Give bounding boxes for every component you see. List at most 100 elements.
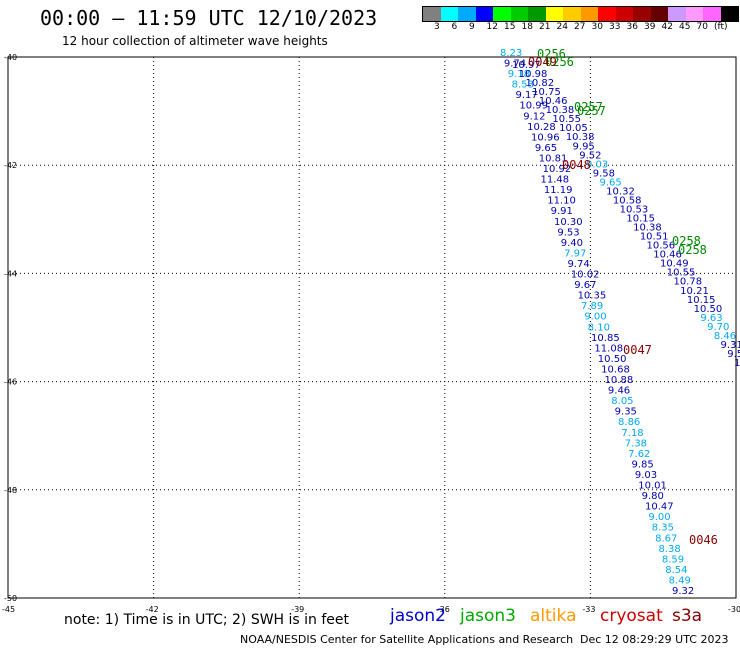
wave-height-value: 10.46	[653, 250, 682, 261]
wave-height-value: 10.56	[647, 241, 676, 252]
wave-height-value: 9.00	[648, 512, 670, 523]
wave-height-value: 8.59	[662, 554, 684, 565]
wave-height-value: 9.40	[561, 238, 583, 249]
wave-height-value: 9.35	[615, 407, 637, 418]
legend-swatch	[493, 7, 511, 21]
wave-height-value: 11.08	[594, 343, 623, 354]
page-title: 00:00 – 11:59 UTC 12/10/2023	[40, 6, 378, 30]
wave-height-value: 9.67	[574, 280, 596, 291]
wave-height-value: 10.46	[539, 96, 568, 107]
wave-height-value: 10.81	[539, 153, 568, 164]
pass-time-label: 0256	[545, 55, 574, 69]
legend-label: 12	[486, 22, 498, 32]
wave-height-value: 10.15	[626, 214, 655, 225]
pass-time-label: 0258	[672, 234, 701, 248]
legend-swatch	[475, 7, 493, 21]
wave-height-value: 8.38	[659, 544, 681, 555]
wave-height-value: 7.18	[621, 428, 643, 439]
legend-label: 39	[644, 22, 656, 32]
wave-height-value: 10.78	[673, 277, 702, 288]
wave-height-value: 10.96	[531, 132, 560, 143]
wave-height-value: 9.53	[727, 349, 740, 360]
lon-tick-label: -33	[582, 605, 595, 614]
pass-time-label: 0048	[562, 158, 591, 172]
wave-height-value: 9.74	[504, 59, 526, 70]
wave-height-value: 8.10	[588, 322, 610, 333]
legend-swatch	[528, 7, 546, 21]
pass-time-label: 0257	[577, 104, 606, 118]
wave-height-value: 10.15	[687, 295, 716, 306]
wave-height-value: 9.53	[557, 227, 579, 238]
satellite-s3a-label: s3a	[672, 606, 703, 626]
wave-height-value: 10.98	[519, 69, 548, 80]
wave-height-value: 10.35	[578, 291, 607, 302]
wave-height-value: 9.85	[632, 459, 654, 470]
wave-height-value: 10.99	[519, 101, 548, 112]
wave-height-value: 10.01	[638, 481, 667, 492]
legend-label: 70	[696, 22, 708, 32]
legend-swatch	[598, 7, 616, 21]
legend-label: 24	[556, 22, 568, 32]
wave-height-value: 10.55	[552, 114, 581, 125]
legend-swatch	[633, 7, 651, 21]
wave-height-value: 9.52	[579, 150, 601, 161]
wave-height-value: 11.10	[547, 196, 576, 207]
wave-height-value: 9.03	[586, 159, 608, 170]
legend-swatch	[545, 7, 563, 21]
wave-height-value: 10.58	[613, 195, 642, 206]
lon-tick-label: -42	[146, 605, 159, 614]
wave-height-value: 9.80	[642, 491, 664, 502]
legend-label: 42	[661, 22, 673, 32]
wave-height-value: 9.65	[535, 143, 557, 154]
wave-height-value: 8.67	[655, 533, 677, 544]
satellite-altika-label: altika	[530, 606, 577, 626]
pass-time-label: 0258	[678, 243, 707, 257]
legend-label: 9	[469, 22, 475, 32]
wave-height-value: 8.54	[665, 565, 687, 576]
legend-swatch	[703, 7, 721, 21]
legend-swatch	[440, 7, 458, 21]
lon-tick-label: -30	[728, 605, 740, 614]
lon-tick-label: -39	[291, 605, 304, 614]
wave-height-value: 10.85	[591, 333, 620, 344]
wave-height-value: 11.48	[540, 175, 569, 186]
wave-height-value: 8.05	[611, 396, 633, 407]
wave-height-value: 9.32	[672, 586, 694, 597]
satellite-jason3-label: jason3	[460, 606, 516, 626]
legend-label: 21	[539, 22, 551, 32]
wave-height-value: 9.65	[599, 177, 621, 188]
wave-height-value: 10.53	[620, 204, 649, 215]
legend-label: 36	[626, 22, 638, 32]
wave-height-value: 9.12	[523, 111, 545, 122]
wave-height-value: 10.68	[601, 364, 630, 375]
lat-tick-label: -50	[4, 594, 17, 603]
wave-height-value: 9.70	[707, 322, 729, 333]
wave-height-value: 8.35	[652, 523, 674, 534]
wave-height-value: 9.17	[515, 90, 537, 101]
legend-label: 45	[679, 22, 691, 32]
footer-note: note: 1) Time is in UTC; 2) SWH is in fe…	[64, 612, 350, 628]
wave-height-value: 10.49	[660, 259, 689, 270]
legend-swatch	[685, 7, 703, 21]
wave-height-value: 10.30	[554, 217, 583, 228]
wave-height-value: 10.88	[605, 375, 634, 386]
satellite-cryosat-label: cryosat	[600, 606, 663, 626]
legend-label: 30	[591, 22, 603, 32]
legend-swatch	[423, 7, 441, 21]
legend-label: 6	[451, 22, 458, 32]
wave-height-value: 9.58	[593, 168, 615, 179]
lon-tick-label: -45	[2, 605, 15, 614]
wave-height-value: 8.46	[714, 331, 736, 342]
wave-height-value: 10.75	[532, 87, 561, 98]
wave-height-value: 10	[734, 358, 740, 369]
wave-height-value: 10.97	[512, 60, 541, 71]
lat-tick-label: -44	[4, 269, 17, 278]
wave-height-value: 10.92	[543, 164, 572, 175]
legend-label: 27	[574, 22, 586, 32]
wave-height-value: 9.00	[584, 312, 606, 323]
wave-height-value: 10.38	[633, 223, 662, 234]
wave-height-value: 10.50	[598, 354, 627, 365]
color-scale-legend	[422, 6, 739, 22]
wave-height-value: 11.19	[544, 185, 573, 196]
lon-tick-label: -36	[437, 605, 450, 614]
